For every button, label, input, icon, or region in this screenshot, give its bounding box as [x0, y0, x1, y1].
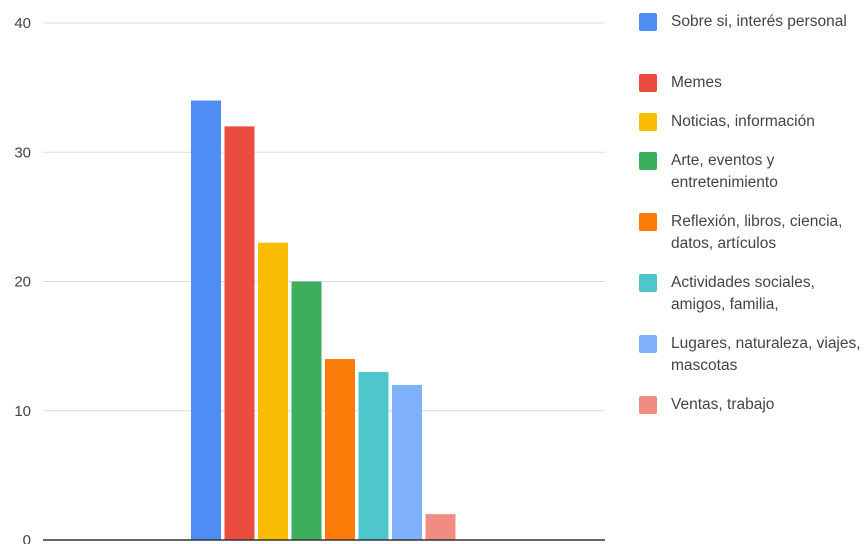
bars	[191, 100, 456, 541]
legend-swatch	[639, 335, 657, 353]
bar	[258, 242, 288, 540]
y-tick-label: 0	[23, 532, 31, 544]
legend: Sobre si, interés personal Memes Noticias,…	[639, 11, 868, 433]
legend-label: Reflexión, libros, ciencia, datos, artíc…	[671, 213, 843, 252]
legend-label: Sobre si, interés personal	[671, 13, 847, 30]
legend-label: Arte, eventos y entretenimiento	[671, 152, 778, 191]
legend-label: Actividades sociales, amigos, familia,	[671, 274, 815, 313]
legend-label: Memes	[671, 74, 722, 91]
legend-swatch	[639, 74, 657, 92]
legend-item: Reflexión, libros, ciencia, datos, artíc…	[639, 211, 868, 272]
legend-item: Arte, eventos y entretenimiento	[639, 150, 868, 211]
legend-item: Sobre si, interés personal	[639, 11, 868, 72]
bar	[425, 514, 456, 540]
y-tick-label: 10	[14, 403, 31, 420]
legend-swatch	[639, 213, 657, 231]
y-axis-ticks: 0 10 20 30 40	[14, 15, 31, 544]
legend-item: Noticias, información	[639, 111, 868, 150]
legend-item: Memes	[639, 72, 868, 111]
bar	[291, 281, 322, 540]
bar	[392, 384, 422, 540]
legend-swatch	[639, 113, 657, 131]
legend-label: Noticias, información	[671, 113, 815, 130]
legend-item: Actividades sociales, amigos, familia,	[639, 272, 868, 333]
legend-item: Lugares, naturaleza, viajes, mascotas	[639, 333, 868, 394]
bar-chart: 0 10 20 30 40	[14, 15, 605, 544]
y-tick-label: 20	[14, 274, 31, 291]
legend-label: Lugares, naturaleza, viajes, mascotas	[671, 335, 861, 374]
bar	[191, 100, 221, 541]
y-tick-label: 30	[14, 144, 31, 161]
legend-swatch	[639, 152, 657, 170]
bar	[325, 359, 355, 540]
legend-swatch	[639, 396, 657, 414]
bar	[224, 126, 255, 541]
legend-item: Ventas, trabajo	[639, 394, 868, 433]
y-tick-label: 40	[14, 15, 31, 32]
bar	[358, 371, 389, 540]
legend-swatch	[639, 274, 657, 292]
legend-swatch	[639, 13, 657, 31]
legend-label: Ventas, trabajo	[671, 396, 775, 413]
gridlines	[43, 22, 605, 412]
